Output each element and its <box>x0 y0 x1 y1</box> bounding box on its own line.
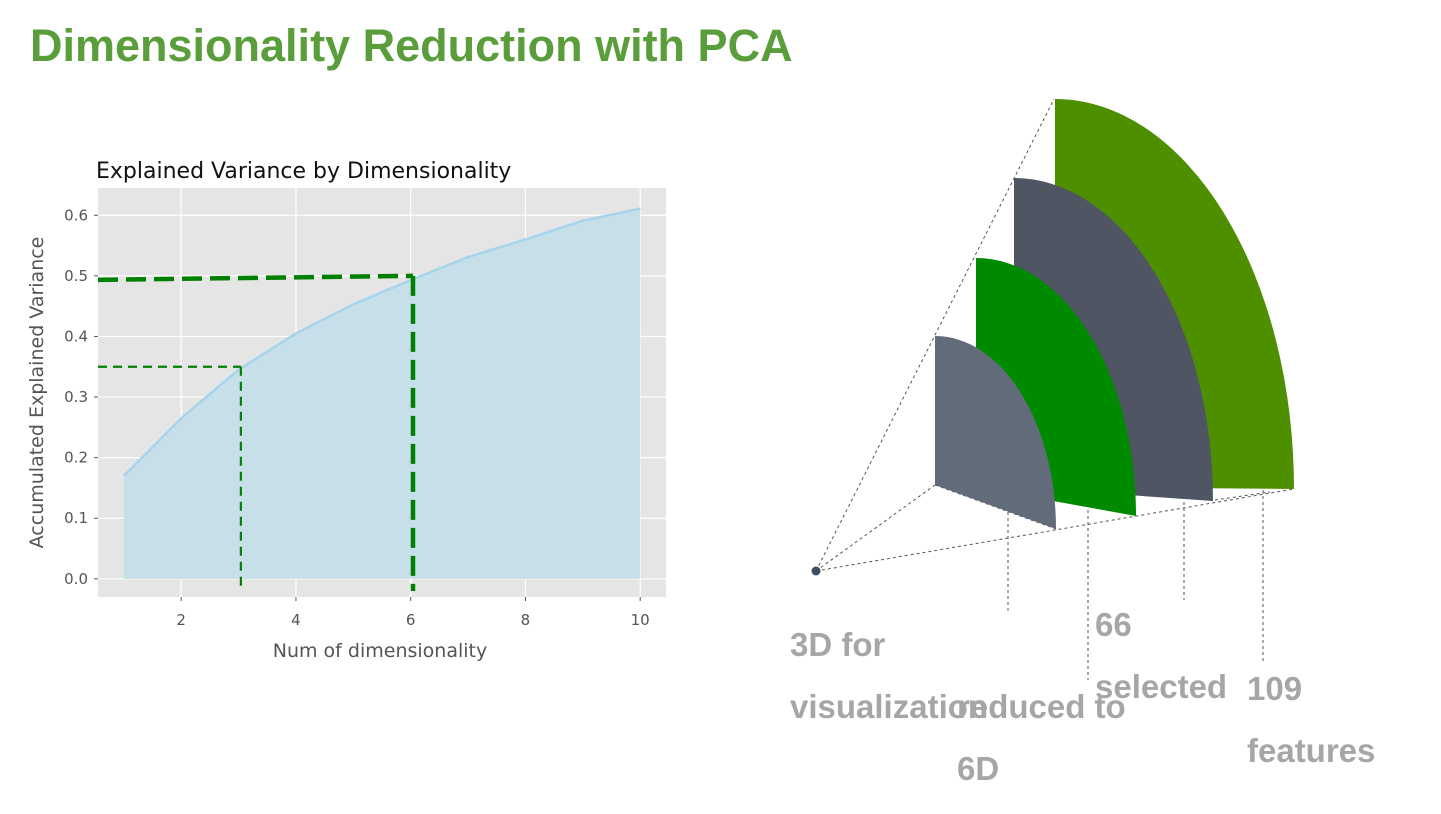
guide-horizontal <box>97 273 414 283</box>
y-tick-label: 0.4 <box>64 327 88 345</box>
stage-label-6d: reduced to 6D <box>957 688 1126 787</box>
y-tick-label: 0.6 <box>64 206 88 224</box>
stage-label-66: 66 selected <box>1095 606 1228 705</box>
y-tick-label: 0.5 <box>64 267 88 285</box>
chart-title: Explained Variance by Dimensionality <box>96 159 511 184</box>
y-tick-label: 0.2 <box>64 449 88 467</box>
x-tick-label: 2 <box>176 611 186 629</box>
x-tick-label: 4 <box>291 611 301 629</box>
variance-line <box>122 207 641 477</box>
slide-title: Dimensionality Reduction with PCA <box>30 20 793 71</box>
y-tick-label: 0.1 <box>64 509 88 527</box>
stage-label-109: 109 features <box>1247 670 1376 769</box>
x-tick-label: 6 <box>406 611 416 629</box>
x-axis-label: Num of dimensionality <box>273 640 487 662</box>
funnel-edge-back <box>1214 491 1271 501</box>
stage-label-3d: 3D for visualization <box>790 626 989 725</box>
funnel-apex-dot <box>811 566 821 576</box>
y-tick-label: 0.3 <box>64 388 88 406</box>
stage-shape-3d <box>935 336 1056 529</box>
y-axis-label: Accumulated Explained Variance <box>26 237 48 549</box>
funnel-edge-top <box>815 98 1055 572</box>
x-tick-label: 10 <box>631 611 650 629</box>
x-tick-label: 8 <box>521 611 531 629</box>
variance-area <box>123 208 641 579</box>
explained-variance-chart: 2 4 6 8 10 0.0 0.1 0.2 0.3 0.4 0.5 0.6 Explained Var… <box>26 159 666 662</box>
funnel-edge-bottom <box>815 488 1295 572</box>
y-tick-label: 0.0 <box>64 570 88 588</box>
funnel-edge-inner <box>815 484 936 572</box>
